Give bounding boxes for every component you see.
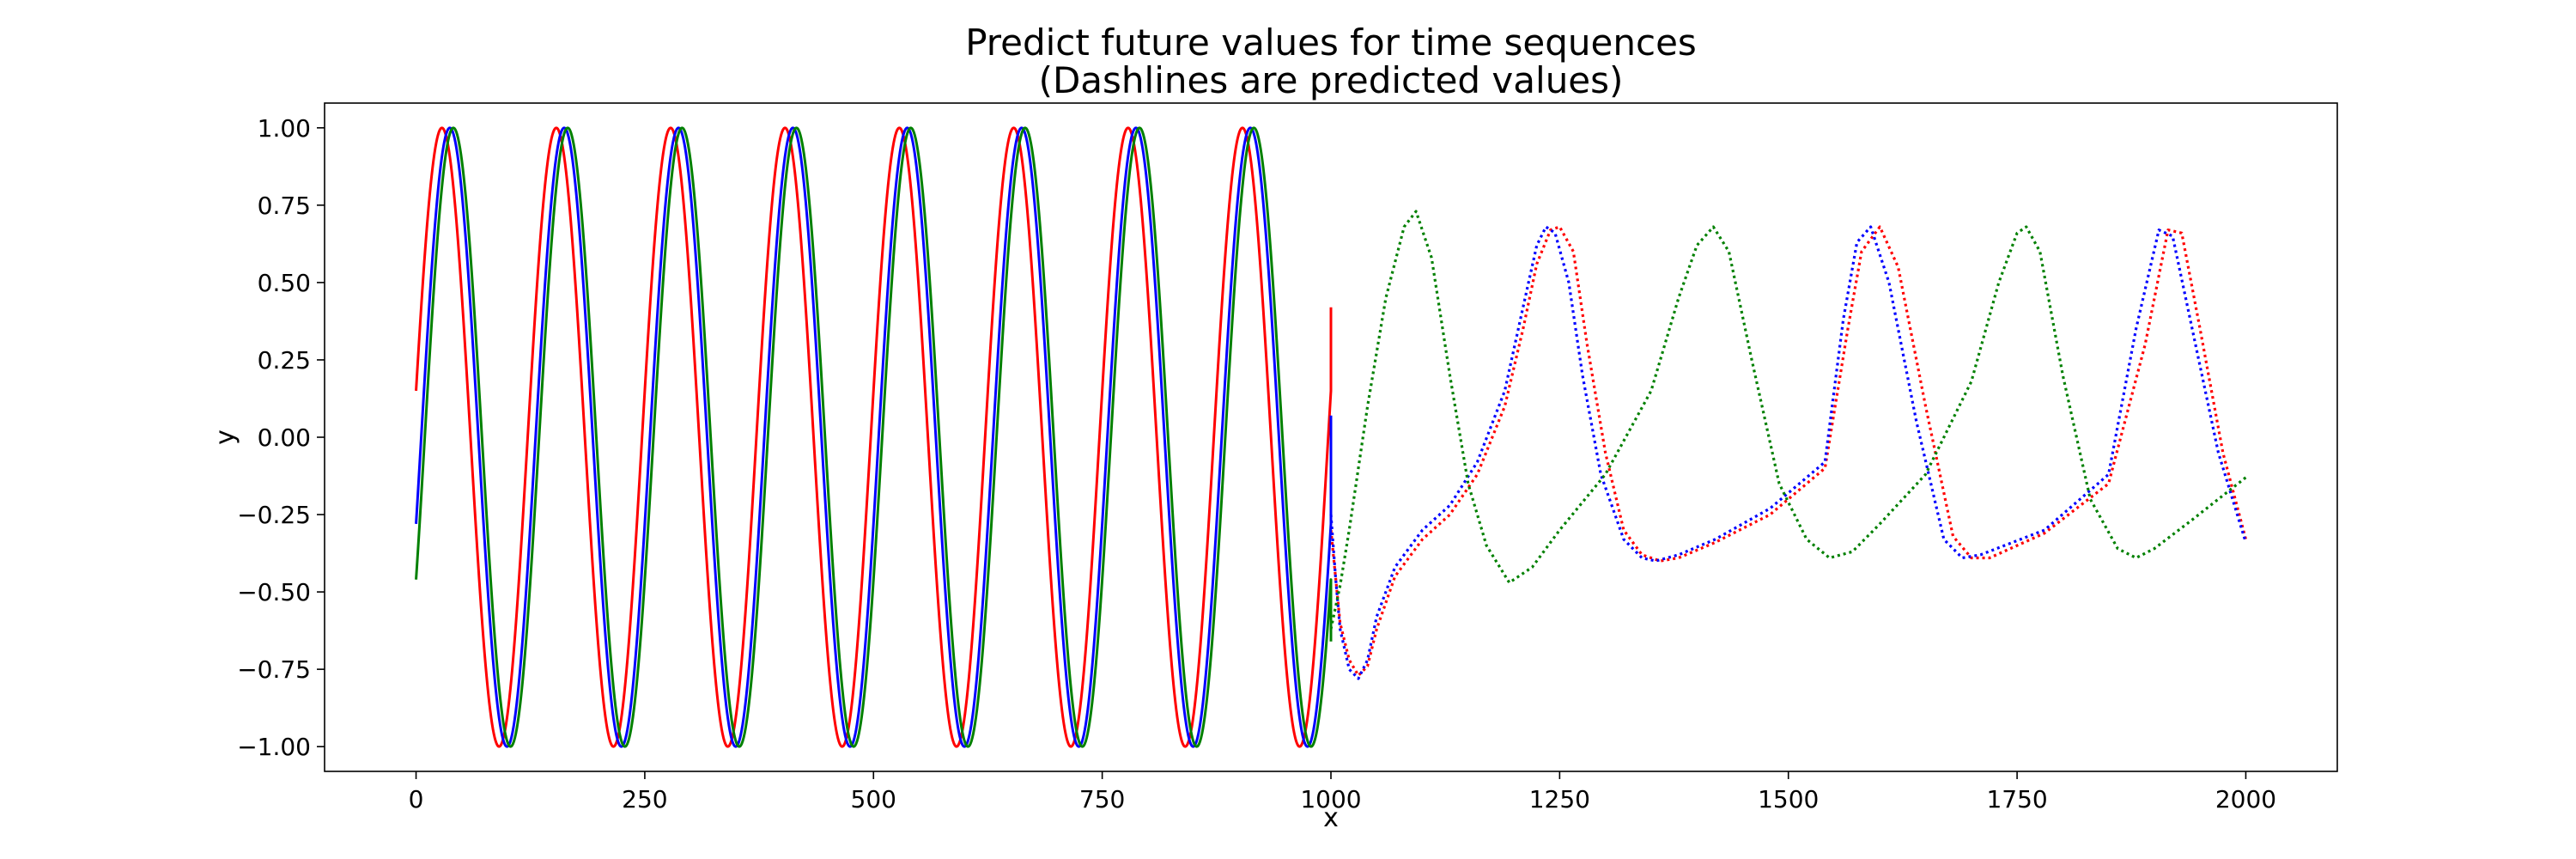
y-tick-label: 0.50	[258, 269, 311, 297]
observed-series-line-1	[415, 126, 1333, 748]
predicted-series-line-2	[1329, 210, 2247, 630]
x-tick-label: 1250	[1529, 785, 1590, 813]
y-axis-label: y	[210, 430, 240, 445]
y-tick-label: −0.50	[237, 578, 311, 606]
observed-series-line-0	[415, 126, 1333, 748]
y-tick-label: 0.25	[258, 346, 311, 375]
x-tick-label: 250	[622, 785, 667, 813]
y-tick-label: 1.00	[258, 114, 311, 143]
predicted-series-line-1	[1329, 225, 2247, 680]
x-tick-label: 1500	[1758, 785, 1819, 813]
series-layer	[415, 126, 2247, 748]
x-axis: 0 250 500 750 1000 1250 1500 1750 2000	[409, 771, 2276, 813]
plot-area	[324, 102, 2338, 772]
observed-series-line-2	[415, 126, 1333, 748]
y-tick-label: −1.00	[237, 733, 311, 761]
x-tick-label: 2000	[2215, 785, 2276, 813]
x-tick-label: 750	[1079, 785, 1125, 813]
x-tick-label: 1000	[1300, 785, 1361, 813]
predicted-series-line-0	[1329, 225, 2247, 677]
x-axis-label: x	[1323, 803, 1339, 833]
x-tick-label: 0	[409, 785, 424, 813]
x-tick-label: 1750	[1986, 785, 2047, 813]
x-tick-label: 500	[851, 785, 896, 813]
chart-title-line-1: Predict future values for time sequences	[965, 21, 1697, 64]
y-tick-label: 0.00	[258, 423, 311, 452]
y-axis: −1.00 −0.75 −0.50 −0.25 0.00 0.25 0.50 0.75 1.00	[237, 114, 325, 761]
y-tick-label: 0.75	[258, 192, 311, 220]
chart-title-line-2: (Dashlines are predicted values)	[1039, 59, 1624, 101]
y-tick-label: −0.25	[237, 501, 311, 529]
y-tick-label: −0.75	[237, 655, 311, 684]
